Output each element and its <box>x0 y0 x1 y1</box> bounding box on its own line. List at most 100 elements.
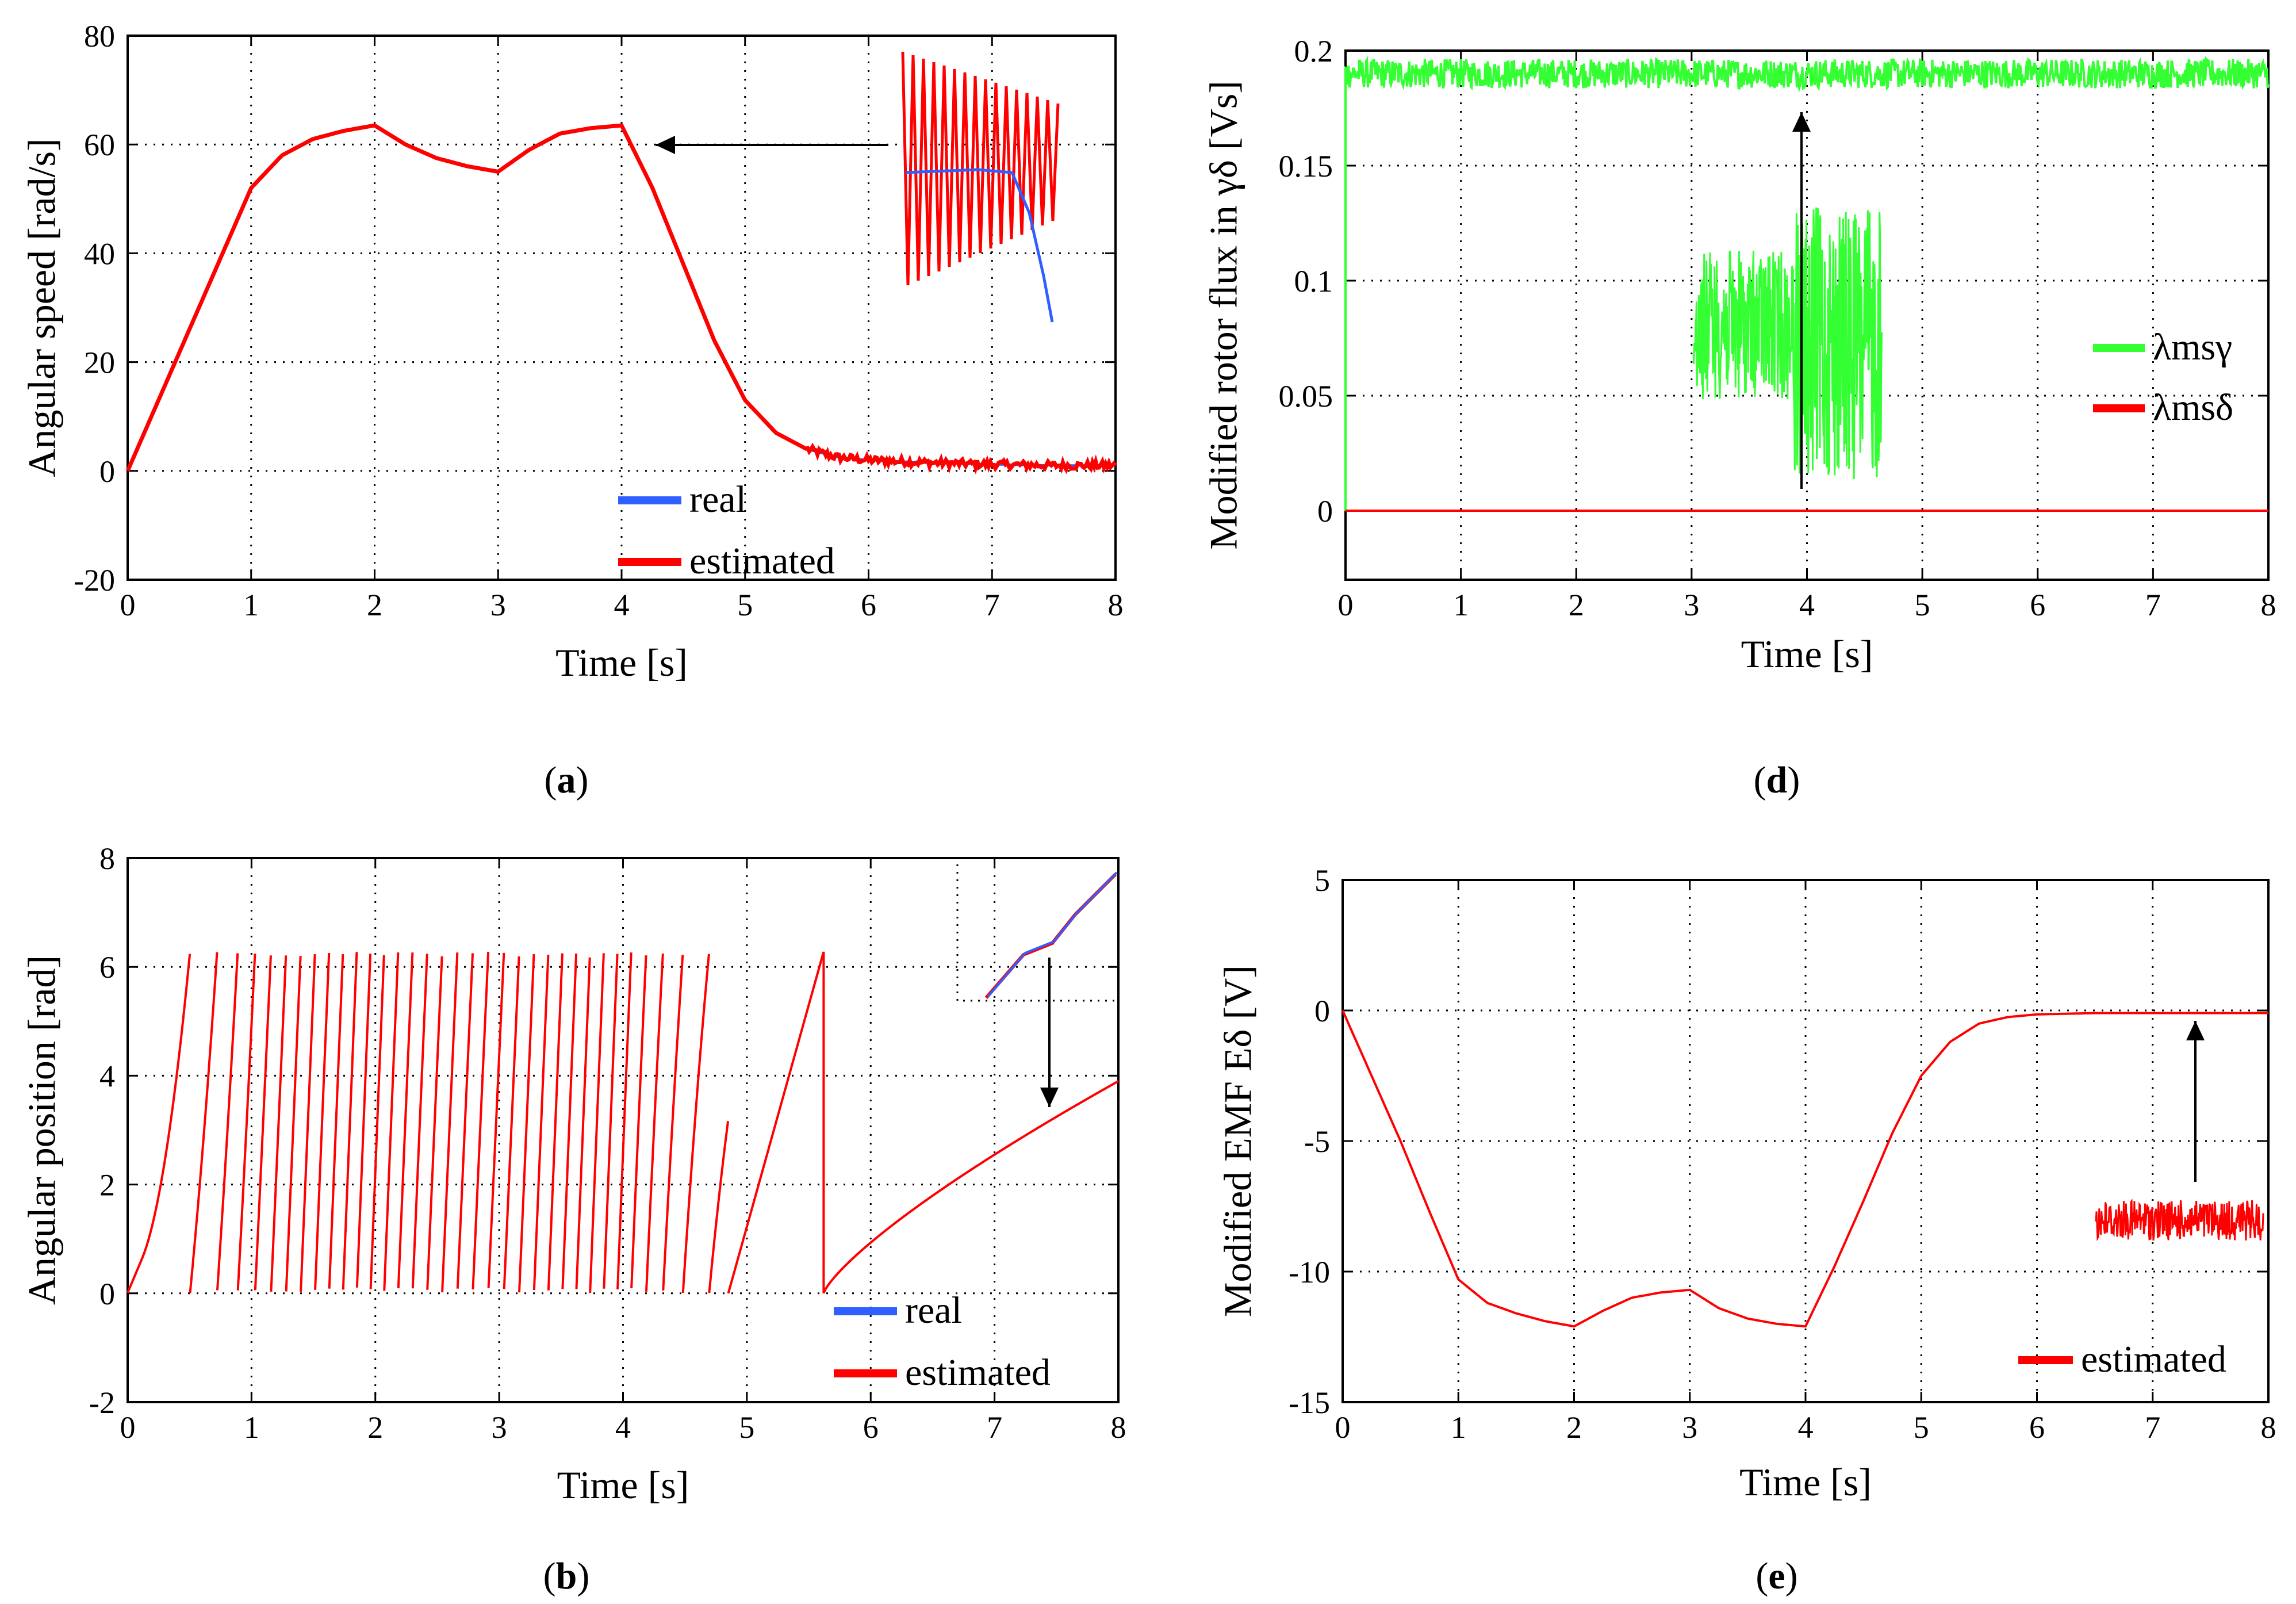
series-line-estimated <box>342 952 358 1290</box>
series-line-estimated <box>397 952 414 1288</box>
series-line-estimated <box>518 954 535 1293</box>
y-tick-label: 0 <box>99 1277 115 1311</box>
panel-e-ticks: 0 1 2 3 4 5 6 7 8 -15 -10 -5 0 5 <box>1289 863 2276 1445</box>
y-tick-label: 20 <box>84 346 115 380</box>
x-tick-label: 4 <box>1798 1410 1814 1445</box>
series-line-estimated <box>456 953 474 1289</box>
inset-estimated-line <box>2095 1199 2264 1242</box>
inset-frame <box>956 864 1116 1002</box>
x-tick-label: 8 <box>2261 588 2276 622</box>
x-tick-label: 5 <box>739 1410 754 1445</box>
x-tick-label: 7 <box>987 1410 1002 1445</box>
x-tick-label: 2 <box>367 1410 383 1445</box>
x-tick-label: 1 <box>1453 588 1469 622</box>
panel-e-grid <box>1343 880 2268 1402</box>
x-tick-label: 1 <box>1451 1410 1466 1445</box>
series-line-estimated <box>561 953 578 1289</box>
series-line-estimated <box>547 953 564 1291</box>
series-line-estimated <box>645 953 664 1292</box>
series-line-estimated <box>532 954 550 1291</box>
legend-label: estimated <box>2081 1338 2226 1380</box>
legend-label: estimated <box>689 540 835 582</box>
x-tick-label: 8 <box>2261 1410 2276 1445</box>
legend-label: λmsγ <box>2153 326 2232 368</box>
panel-b-caption: (b) <box>543 1555 590 1597</box>
panel-a-y-axis-label: Angular speed [rad/s] <box>20 138 64 477</box>
y-tick-label: -15 <box>1289 1385 1330 1420</box>
inset-real-line <box>987 871 1118 998</box>
series-line-estimated <box>355 954 372 1288</box>
series-line-estimated <box>127 954 191 1293</box>
series-line-estimated <box>426 956 443 1290</box>
series-line-estimated <box>472 951 490 1290</box>
y-tick-label: -10 <box>1289 1255 1330 1289</box>
panel-b-lines <box>127 951 1119 1294</box>
inset-real-line <box>905 168 1054 323</box>
panel-a-legend: real estimated <box>618 478 835 582</box>
y-tick-label: 0.1 <box>1294 264 1333 298</box>
panel-d-lines <box>1344 56 2270 512</box>
y-tick-label: 80 <box>84 19 115 53</box>
series-line-estimated <box>503 956 520 1289</box>
y-tick-label: 2 <box>99 1168 115 1203</box>
x-tick-label: 5 <box>1915 588 1930 622</box>
x-tick-label: 8 <box>1111 1410 1126 1445</box>
panel-e-legend: estimated <box>2018 1338 2226 1380</box>
series-line-estimated <box>189 952 219 1293</box>
x-tick-label: 0 <box>120 1410 136 1445</box>
series-line-estimated <box>616 952 633 1289</box>
x-tick-label: 6 <box>863 1410 879 1445</box>
x-tick-label: 3 <box>492 1410 507 1445</box>
panel-e-lines <box>1341 1010 2268 1328</box>
series-line-estimated <box>254 955 272 1291</box>
panel-e-caption: (e) <box>1755 1555 1797 1597</box>
x-tick-label: 2 <box>1569 588 1584 622</box>
series-line-estimated <box>630 955 647 1289</box>
x-tick-label: 6 <box>2030 588 2045 622</box>
y-tick-label: -2 <box>89 1385 115 1420</box>
panel-a-lines <box>125 123 1117 475</box>
x-tick-label: 3 <box>490 588 506 622</box>
panel-d-caption: (d) <box>1754 759 1800 801</box>
x-tick-label: 5 <box>737 588 753 622</box>
panel-e-x-axis-label: Time [s] <box>1739 1460 1872 1504</box>
series-line-estimated <box>727 952 825 1294</box>
series-line-estimated <box>1341 1010 2268 1328</box>
x-tick-label: 1 <box>244 1410 259 1445</box>
y-tick-label: 0 <box>99 454 115 489</box>
arrow-head <box>1792 112 1811 132</box>
x-tick-label: 3 <box>1682 1410 1697 1445</box>
inset-gamma-line <box>1692 207 1883 480</box>
panel-b-zoom-inset <box>956 864 1118 1107</box>
series-line-estimated <box>125 123 1117 475</box>
arrow-head <box>656 136 675 154</box>
x-tick-label: 7 <box>2145 1410 2160 1445</box>
arrow-head <box>1040 1088 1059 1107</box>
x-tick-label: 8 <box>1108 588 1124 622</box>
series-line-estimated <box>662 955 684 1291</box>
panel-a-x-axis-label: Time [s] <box>555 641 688 684</box>
x-tick-label: 4 <box>614 588 630 622</box>
x-tick-label: 6 <box>2029 1410 2045 1445</box>
x-tick-label: 5 <box>1914 1410 1929 1445</box>
y-tick-label: -5 <box>1304 1124 1330 1159</box>
series-line-estimated <box>575 957 591 1289</box>
series-line-estimated <box>314 952 331 1290</box>
series-line-estimated <box>369 955 385 1289</box>
y-tick-label: 0 <box>1314 994 1330 1028</box>
panel-d-x-axis-label: Time [s] <box>1741 632 1873 676</box>
x-tick-label: 7 <box>984 588 1000 622</box>
y-tick-label: 0.05 <box>1279 379 1333 414</box>
x-tick-label: 4 <box>615 1410 631 1445</box>
series-line-estimated <box>383 952 400 1291</box>
y-tick-label: 0.15 <box>1279 149 1333 183</box>
y-tick-label: 6 <box>99 950 115 985</box>
x-tick-label: 2 <box>1566 1410 1582 1445</box>
legend-label: real <box>905 1289 962 1331</box>
panel-a-grid <box>128 36 1116 580</box>
series-line-estimated <box>603 954 619 1289</box>
series-line-estimated <box>441 952 459 1293</box>
